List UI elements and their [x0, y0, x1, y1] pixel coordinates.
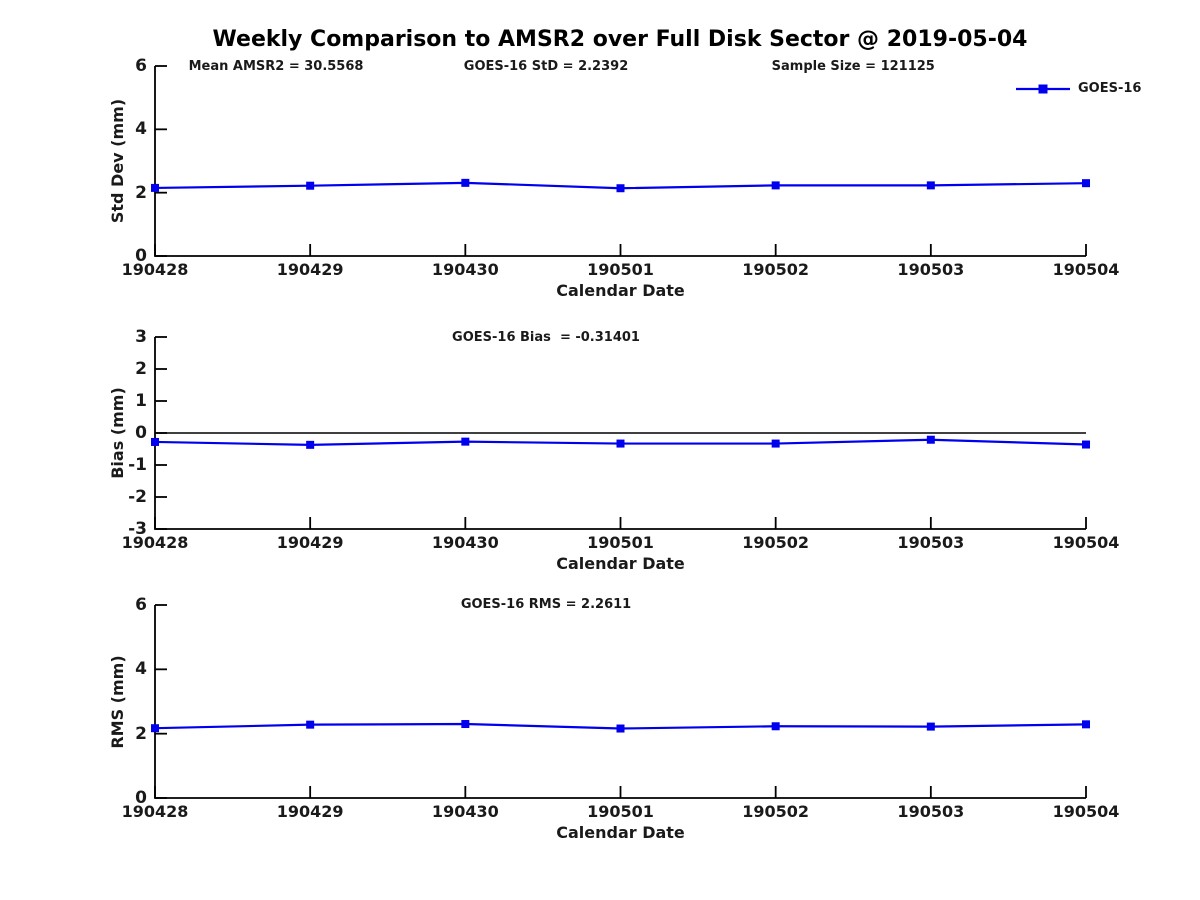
data-point-marker [461, 437, 470, 446]
x-tick-label: 190429 [276, 260, 344, 279]
stat-annotation: Sample Size = 121125 [771, 59, 935, 74]
y-tick-label: -2 [128, 487, 147, 507]
stat-annotation: GOES-16 StD = 2.2392 [463, 59, 629, 74]
data-point-marker [616, 184, 625, 193]
y-tick-label: 0 [135, 788, 147, 808]
y-tick-label: -1 [128, 455, 147, 475]
data-point-marker [151, 724, 159, 733]
y-tick-label: 2 [135, 182, 147, 203]
x-tick-label: 190502 [742, 802, 810, 821]
x-tick-label: 190504 [1052, 533, 1120, 552]
data-point-marker [306, 181, 315, 190]
x-tick-label: 190502 [742, 533, 810, 552]
y-tick-label: 1 [135, 391, 147, 411]
y-axis-label: Std Dev (mm) [108, 98, 127, 224]
data-point-marker [616, 724, 625, 733]
x-tick-label: 190428 [121, 260, 189, 279]
axes-frame [154, 66, 1086, 257]
data-point-marker [771, 181, 780, 190]
y-tick-label: 6 [135, 595, 147, 615]
data-point-marker [771, 722, 780, 731]
data-point-marker [771, 439, 780, 448]
y-tick-label: 2 [135, 723, 147, 744]
x-tick-label: 190504 [1052, 260, 1120, 279]
x-tick-label: 190503 [897, 802, 965, 821]
x-tick-label: 190501 [587, 260, 654, 279]
data-point-marker [1082, 179, 1090, 188]
data-point-marker [926, 722, 935, 731]
stat-annotation: GOES-16 RMS = 2.2611 [460, 597, 632, 612]
y-tick-label: -3 [128, 519, 147, 539]
data-point-marker [151, 437, 159, 446]
y-axis-label: RMS (mm) [108, 654, 127, 749]
stat-annotation: Mean AMSR2 = 30.5568 [188, 59, 364, 74]
x-tick-label: 190503 [897, 533, 965, 552]
x-axis-label: Calendar Date [556, 281, 685, 300]
x-tick-label: 190503 [897, 260, 965, 279]
x-tick-label: 190428 [121, 802, 189, 821]
axes-frame [154, 605, 1086, 799]
data-point-marker [926, 181, 935, 190]
legend-label: GOES-16 [1078, 81, 1142, 96]
data-point-marker [306, 440, 315, 449]
data-point-marker [1082, 440, 1090, 449]
x-tick-label: 190501 [587, 533, 654, 552]
data-point-marker [616, 439, 625, 448]
data-point-marker [461, 178, 470, 187]
y-tick-label: 4 [135, 119, 147, 140]
y-tick-label: 3 [135, 327, 147, 347]
x-tick-label: 190501 [587, 802, 654, 821]
x-tick-label: 190504 [1052, 802, 1120, 821]
data-point-marker [151, 183, 159, 192]
x-axis-label: Calendar Date [556, 823, 685, 842]
x-tick-label: 190428 [121, 533, 189, 552]
x-tick-label: 190430 [431, 802, 499, 821]
chart-title: Weekly Comparison to AMSR2 over Full Dis… [212, 27, 1028, 52]
data-point-marker [306, 720, 315, 729]
data-point-marker [1082, 720, 1090, 729]
legend-marker [1038, 84, 1048, 94]
x-tick-label: 190502 [742, 260, 810, 279]
y-tick-label: 0 [135, 246, 147, 266]
y-tick-label: 6 [135, 56, 147, 76]
y-tick-label: 2 [135, 359, 147, 379]
x-tick-label: 190430 [431, 260, 499, 279]
y-tick-label: 0 [135, 423, 147, 443]
data-point-marker [926, 435, 935, 444]
y-axis-label: Bias (mm) [108, 387, 127, 479]
x-tick-label: 190430 [431, 533, 499, 552]
x-axis-label: Calendar Date [556, 554, 685, 573]
x-tick-label: 190429 [276, 802, 344, 821]
x-tick-label: 190429 [276, 533, 344, 552]
stat-annotation: GOES-16 Bias = -0.31401 [452, 330, 640, 345]
data-point-marker [461, 720, 470, 729]
y-tick-label: 4 [135, 659, 147, 680]
